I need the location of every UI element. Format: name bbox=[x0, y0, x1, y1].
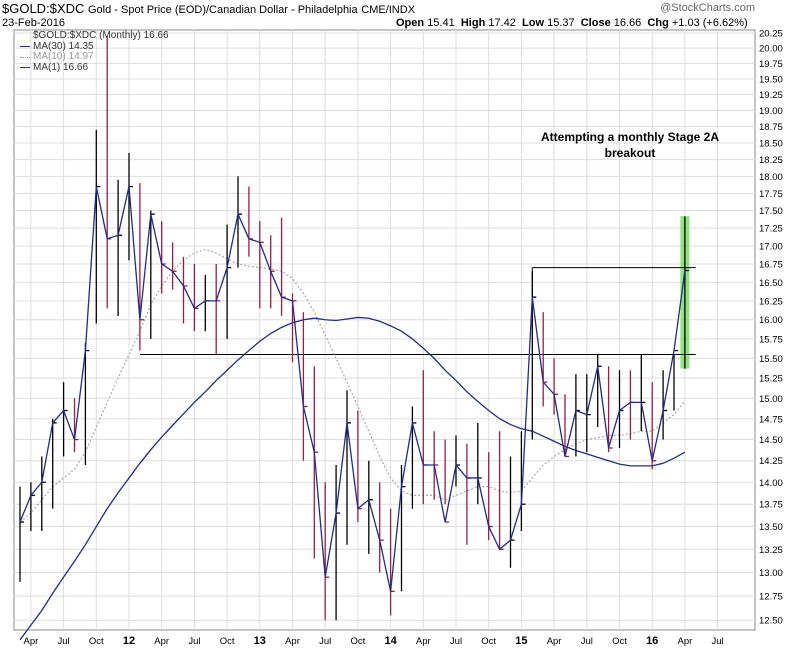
y-tick-label: 17.25 bbox=[759, 224, 783, 235]
y-tick-label: 17.75 bbox=[759, 189, 783, 200]
x-tick-label: Apr bbox=[547, 636, 562, 647]
chg-value: +1.03 (+6.62%) bbox=[671, 17, 748, 29]
x-tick-label: Apr bbox=[678, 636, 693, 647]
x-tick-label: Apr bbox=[285, 636, 300, 647]
y-tick-label: 16.25 bbox=[759, 296, 783, 307]
y-tick-label: 12.50 bbox=[759, 616, 783, 627]
y-tick-label: 14.75 bbox=[759, 414, 783, 425]
close-label: Close bbox=[580, 17, 611, 29]
legend-swatch-ma30 bbox=[20, 46, 30, 48]
y-tick-label: 18.75 bbox=[759, 122, 783, 133]
x-tick-label: 12 bbox=[123, 635, 135, 647]
ma10-line bbox=[19, 248, 686, 523]
legend-swatch-ma10 bbox=[20, 56, 30, 58]
ohlc-readout: Open 15.41 High 17.42 Low 15.37 Close 16… bbox=[396, 17, 748, 29]
chart-legend: $GOLD:$XDC (Monthly) 16.66 MA(30) 14.35 … bbox=[20, 30, 169, 74]
chart-date: 23-Feb-2016 bbox=[2, 17, 65, 29]
legend-item-ma10: MA(10) 14.97 bbox=[20, 51, 169, 63]
chart-symbol: $GOLD:$XDC Gold - Spot Price (EOD)/Canad… bbox=[2, 1, 415, 16]
x-tick-label: Apr bbox=[416, 636, 431, 647]
legend-item-ma1: MA(1) 16.66 bbox=[20, 61, 169, 74]
y-tick-label: 15.50 bbox=[759, 354, 783, 365]
x-tick-label: Jul bbox=[188, 636, 200, 647]
y-tick-label: 16.50 bbox=[759, 278, 783, 289]
low-value: 15.37 bbox=[547, 17, 575, 29]
symbol-text: $GOLD:$XDC bbox=[2, 1, 85, 16]
annotation-line-1: Attempting a monthly Stage 2A bbox=[540, 130, 719, 144]
x-tick-label: Oct bbox=[612, 636, 627, 647]
legend-label-ma30: MA(30) 14.35 bbox=[33, 40, 94, 52]
y-tick-label: 14.25 bbox=[759, 456, 783, 467]
symbol-description: Gold - Spot Price (EOD)/Canadian Dollar … bbox=[88, 4, 358, 16]
y-tick-label: 15.00 bbox=[759, 394, 783, 405]
x-tick-label: 13 bbox=[254, 635, 266, 647]
y-tick-label: 13.25 bbox=[759, 545, 783, 556]
chart-annotation: Attempting a monthly Stage 2A breakout bbox=[520, 129, 740, 161]
legend-item-price: $GOLD:$XDC (Monthly) 16.66 bbox=[20, 30, 169, 42]
y-tick-label: 17.00 bbox=[759, 241, 783, 252]
legend-swatch-ma1 bbox=[20, 67, 30, 69]
y-tick-label: 19.00 bbox=[759, 106, 783, 117]
y-tick-label: 19.25 bbox=[759, 90, 783, 101]
y-tick-label: 20.25 bbox=[759, 29, 783, 40]
x-tick-label: 14 bbox=[384, 635, 397, 647]
x-tick-label: Oct bbox=[351, 636, 366, 647]
high-label: High bbox=[460, 17, 486, 29]
y-tick-label: 16.75 bbox=[759, 259, 783, 270]
x-tick-label: 16 bbox=[646, 635, 658, 647]
plot-area bbox=[13, 29, 756, 631]
y-tick-label: 20.00 bbox=[759, 44, 783, 55]
x-tick-label: 15 bbox=[515, 635, 527, 647]
x-tick-label: Jul bbox=[450, 636, 462, 647]
y-tick-label: 13.75 bbox=[759, 500, 783, 511]
ma30-line bbox=[19, 316, 686, 641]
y-tick-label: 14.00 bbox=[759, 478, 783, 489]
open-label: Open bbox=[396, 17, 425, 29]
x-tick-label: Oct bbox=[481, 636, 496, 647]
y-tick-label: 19.75 bbox=[759, 59, 783, 70]
y-tick-label: 19.50 bbox=[759, 74, 783, 85]
annotation-line-2: breakout bbox=[604, 146, 656, 160]
y-tick-label: 16.00 bbox=[759, 315, 783, 326]
ma1-close-line bbox=[19, 186, 686, 592]
y-tick-label: 12.75 bbox=[759, 592, 783, 603]
x-tick-label: Jul bbox=[319, 636, 331, 647]
x-tick-label: Apr bbox=[24, 636, 39, 647]
y-tick-label: 18.50 bbox=[759, 139, 783, 150]
y-tick-label: 13.00 bbox=[759, 568, 783, 579]
y-tick-label: 17.50 bbox=[759, 206, 783, 217]
stockcharts-watermark: @StockCharts.com bbox=[660, 2, 755, 14]
chg-label: Chg bbox=[647, 17, 669, 29]
y-tick-label: 18.25 bbox=[759, 155, 783, 166]
close-value: 16.66 bbox=[613, 17, 642, 29]
x-tick-label: Jul bbox=[58, 636, 70, 647]
open-value: 15.41 bbox=[427, 17, 455, 29]
x-tick-label: Apr bbox=[154, 636, 169, 647]
symbol-exchange: CME/INDX bbox=[361, 4, 416, 16]
y-tick-label: 15.25 bbox=[759, 374, 783, 385]
x-tick-label: Jul bbox=[581, 636, 593, 647]
x-tick-label: Jul bbox=[712, 636, 724, 647]
x-tick-label: Oct bbox=[220, 636, 235, 647]
high-value: 17.42 bbox=[488, 17, 516, 29]
x-tick-label: Oct bbox=[89, 636, 104, 647]
legend-label-ma1: MA(1) 16.66 bbox=[33, 61, 89, 73]
y-tick-label: 13.50 bbox=[759, 522, 783, 533]
legend-item-ma30: MA(30) 14.35 bbox=[20, 40, 169, 53]
y-tick-label: 18.00 bbox=[759, 172, 783, 183]
y-tick-label: 14.50 bbox=[759, 435, 783, 446]
legend-label-price: $GOLD:$XDC (Monthly) 16.66 bbox=[33, 30, 169, 41]
low-label: Low bbox=[522, 17, 545, 29]
y-tick-label: 15.75 bbox=[759, 334, 783, 345]
legend-label-ma10: MA(10) 14.97 bbox=[33, 51, 94, 62]
